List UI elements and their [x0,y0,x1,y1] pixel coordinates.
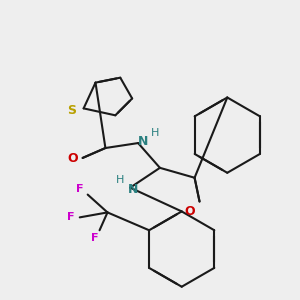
Text: S: S [67,104,76,117]
Text: F: F [67,212,75,222]
Text: F: F [91,233,98,243]
Text: O: O [68,152,78,165]
Text: N: N [128,183,138,196]
Text: F: F [76,184,83,194]
Text: N: N [138,135,148,148]
Text: O: O [184,205,195,218]
Text: H: H [151,128,159,138]
Text: H: H [116,175,124,185]
